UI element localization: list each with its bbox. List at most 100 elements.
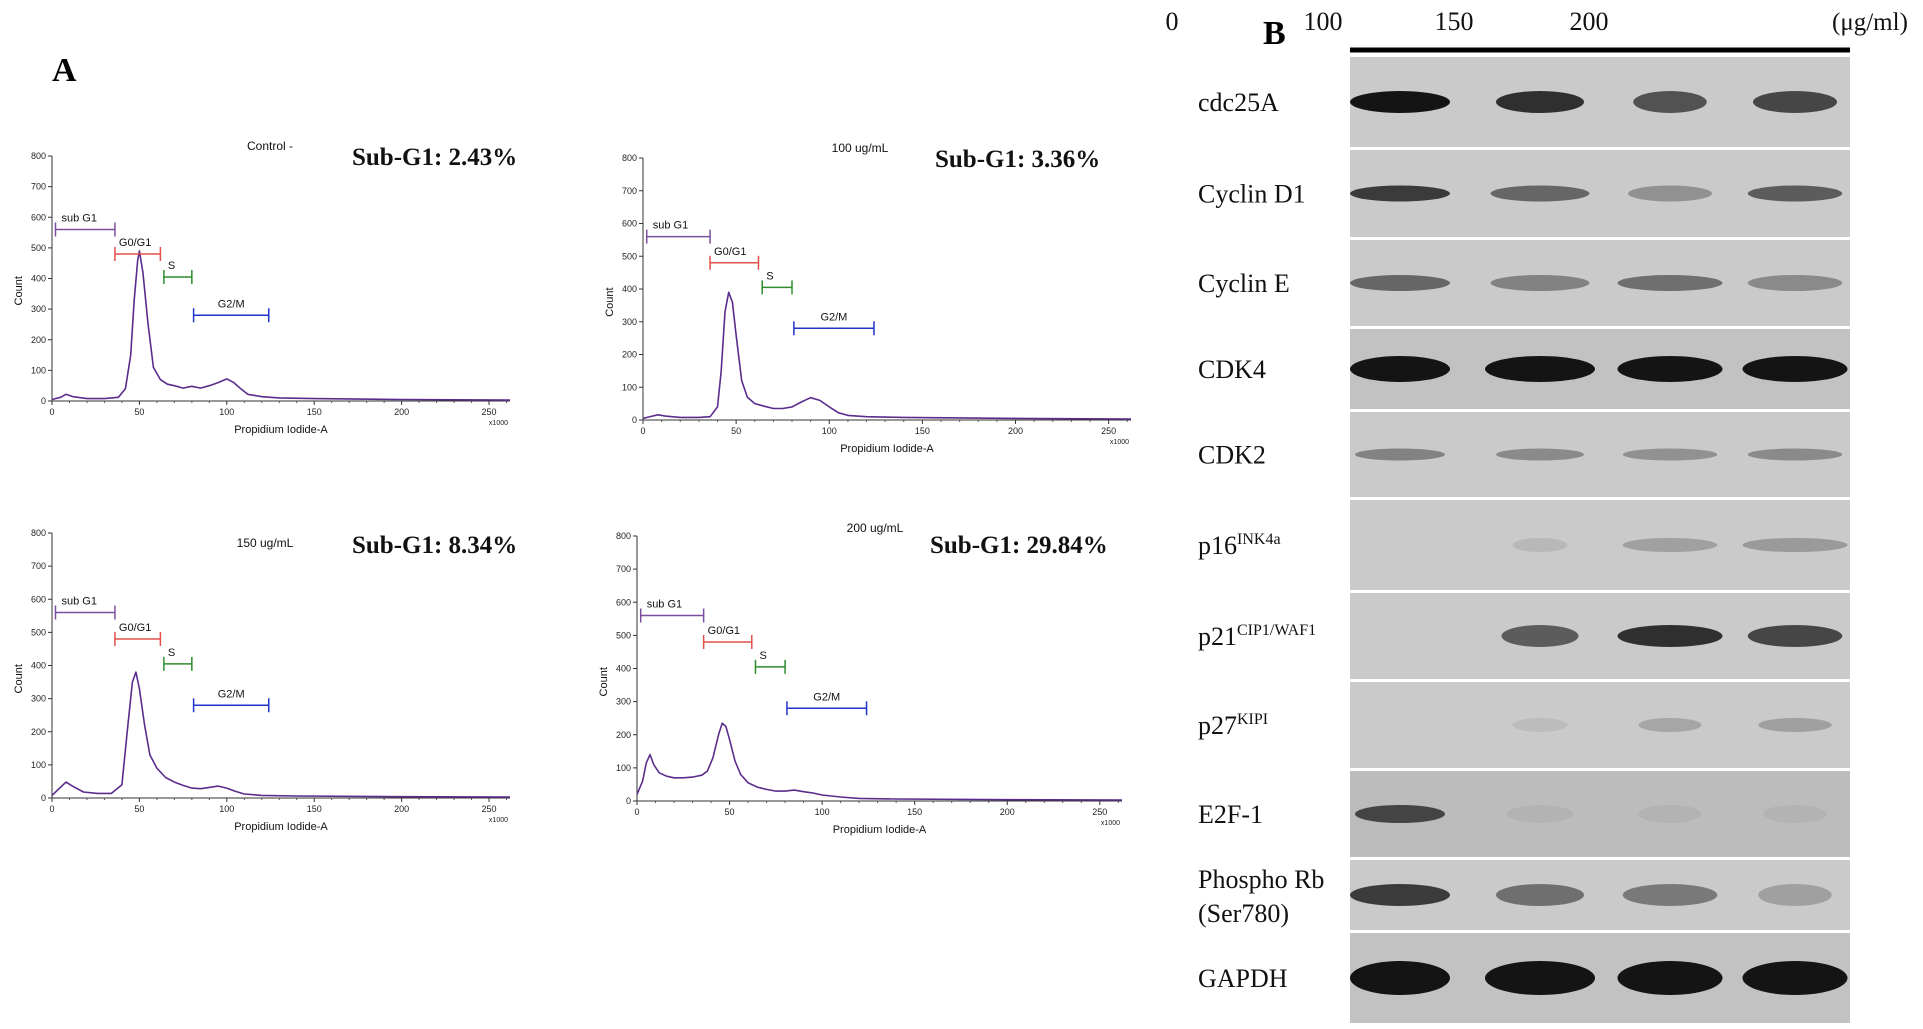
blot-band [1350,884,1450,906]
protein-label-line2: (Ser780) [1198,899,1289,928]
blot-band [1490,185,1590,202]
histogram-curve [51,250,511,401]
histogram-dose-200: 0 100 200 300 400 500 600 700 800 0 50 100 150 200 250… [598,521,1123,836]
y-tick-label: 300 [31,694,46,704]
protein-label: Cyclin E [1198,269,1290,298]
y-tick-label: 700 [622,186,637,196]
gate-label: G2/M [218,688,245,700]
x-axis-label: Propidium Iodide-A [234,821,328,833]
blot-band [1742,961,1848,995]
blot-band [1747,185,1843,202]
blot-band [1485,961,1595,995]
gate-label: G0/G1 [119,237,151,249]
blot-band [1350,91,1450,113]
blot-band [1628,185,1712,202]
blot-row-cdk4: CDK4 [1198,329,1850,409]
x-tick-label: 150 [915,426,930,436]
x-tick-label: 150 [307,407,322,417]
sub-g1-percentage: Sub-G1: 8.34% [352,532,517,559]
x-tick-label: 50 [134,407,144,417]
x-axis-label: Propidium Iodide-A [234,424,328,436]
y-tick-label: 400 [622,284,637,294]
x-unit: x1000 [1101,820,1120,827]
gate-s: S [754,650,786,674]
y-tick-label: 300 [616,697,631,707]
blot-band [1355,805,1445,823]
blot-band [1638,805,1702,823]
blot-row-e2f-1: E2F-1 [1198,771,1850,857]
histogram-dose-100: 0 100 200 300 400 500 600 700 800 0 50 100 150 200 250… [604,141,1132,455]
blot-band [1617,356,1723,382]
y-tick-label: 0 [626,796,631,806]
x-tick-label: 200 [1000,807,1015,817]
blot-band [1617,275,1723,291]
gate-sub-g1: sub G1 [54,213,116,237]
blot-band [1758,884,1832,906]
blot-row-gapdh: GAPDH [1198,933,1850,1023]
y-tick-label: 400 [31,661,46,671]
blot-band [1512,538,1568,552]
protein-label: p27KIPI [1198,711,1268,740]
blot-band [1512,718,1568,732]
protein-label: Phospho Rb [1198,865,1324,894]
blot-band [1350,356,1450,382]
x-tick-label: 250 [482,804,497,814]
y-tick-label: 700 [31,182,46,192]
blot-row-p16: p16INK4a [1198,500,1850,590]
y-tick-label: 0 [41,793,46,803]
panel-b-label: B [1263,15,1286,52]
blot-row-cdc25a: cdc25A [1198,57,1850,147]
dose-unit: (μg/ml) [1832,9,1908,36]
histogram-curve [51,671,511,798]
protein-label: p16INK4a [1198,531,1281,560]
y-tick-label: 600 [31,212,46,222]
x-unit: x1000 [489,817,508,824]
x-tick-label: 150 [307,804,322,814]
blot-row-p27: p27KIPI [1198,682,1850,768]
x-tick-label: 100 [815,807,830,817]
blot-row-cyclin-d1: Cyclin D1 [1198,150,1850,237]
gate-g2-m: G2/M [192,298,270,323]
blot-band [1622,448,1718,461]
y-axis-label: Count [13,276,25,305]
x-axis-label: Propidium Iodide-A [840,443,934,455]
x-tick-label: 100 [822,426,837,436]
y-tick-label: 400 [31,274,46,284]
protein-label: GAPDH [1198,964,1288,993]
blot-band [1747,625,1843,647]
sub-g1-percentage: Sub-G1: 2.43% [352,144,517,171]
blot-band [1753,91,1837,113]
y-tick-label: 600 [31,594,46,604]
blot-band [1350,185,1450,202]
protein-label: cdc25A [1198,88,1279,117]
gate-label: S [759,650,766,662]
gate-g0-g1: G0/G1 [114,237,162,261]
y-tick-label: 700 [31,561,46,571]
panel-a-label: A [52,52,77,89]
protein-label-superscript: CIP1/WAF1 [1237,622,1316,639]
y-tick-label: 100 [31,760,46,770]
blot-row-phospho-rb-ser780-: Phospho Rb (Ser780) [1198,860,1850,930]
histogram-title: 200 ug/mL [847,521,904,535]
gate-s: S [163,647,193,671]
gate-sub-g1: sub G1 [639,599,705,623]
blot-band [1501,625,1579,647]
gate-label: G2/M [820,311,847,323]
y-tick-label: 800 [622,153,637,163]
y-tick-label: 500 [616,630,631,640]
x-tick-label: 0 [634,807,639,817]
x-tick-label: 50 [731,426,741,436]
blot-row-cyclin-e: Cyclin E [1198,240,1850,326]
y-tick-label: 100 [622,382,637,392]
histogram-curve [636,722,1123,801]
gate-g2-m: G2/M [793,311,875,336]
blot-band [1742,356,1848,382]
y-tick-label: 0 [632,415,637,425]
gate-label: G0/G1 [714,246,746,258]
gate-label: G2/M [218,298,245,310]
y-tick-label: 300 [31,304,46,314]
blot-band [1485,356,1595,382]
y-axis-label: Count [604,287,616,316]
y-tick-label: 600 [616,597,631,607]
